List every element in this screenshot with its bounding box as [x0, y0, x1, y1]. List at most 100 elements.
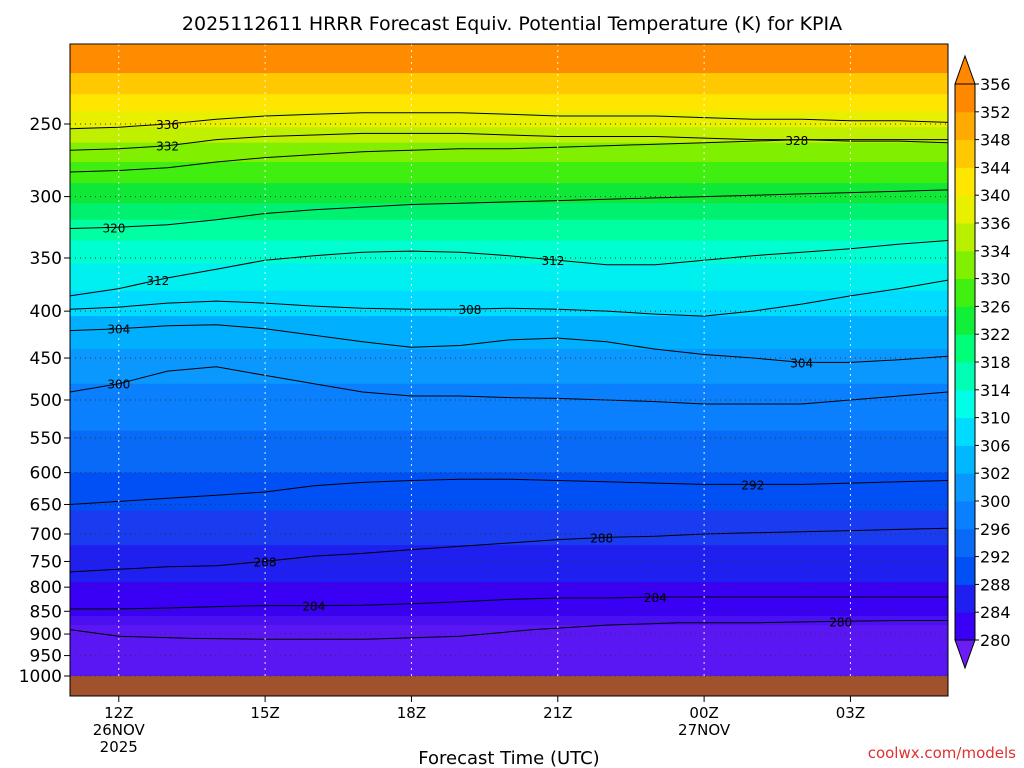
colorbar-bin	[955, 612, 975, 641]
colorbar-label: 348	[980, 131, 1011, 150]
contour-label: 308	[459, 303, 482, 317]
contour-label: 328	[785, 134, 808, 148]
colorbar-label: 356	[980, 75, 1011, 94]
contour-label: 284	[644, 591, 667, 605]
contour-label: 304	[107, 323, 130, 337]
field-band	[70, 44, 948, 75]
colorbar-label: 336	[980, 214, 1011, 233]
colorbar-bin	[955, 445, 975, 474]
x-tick-label: 15Z	[250, 704, 279, 722]
theta-e-color-field	[70, 44, 948, 676]
field-band	[70, 349, 948, 385]
colorbar-label: 302	[980, 464, 1011, 483]
colorbar-bin	[955, 84, 975, 113]
plot-frame	[69, 43, 949, 697]
colorbar-bin	[955, 306, 975, 335]
field-band-lowest	[70, 625, 948, 676]
contour-label: 312	[146, 274, 169, 288]
y-tick-label: 300	[30, 188, 62, 208]
colorbar-label: 296	[980, 520, 1011, 539]
x-tick-label: 21Z	[543, 704, 572, 722]
colorbar-bin	[955, 556, 975, 585]
ground-surface	[70, 676, 948, 696]
colorbar-label: 318	[980, 353, 1011, 372]
field-band	[70, 219, 948, 242]
contour-300	[70, 366, 948, 405]
field-band	[70, 430, 948, 474]
field-band	[70, 510, 948, 547]
colorbar-label: 292	[980, 548, 1011, 567]
y-tick-label: 650	[30, 495, 62, 515]
x-tick-label: 2025	[100, 738, 138, 756]
colorbar-extend-low	[954, 639, 976, 670]
contour-304	[70, 324, 948, 363]
contour-labels: 280 284 284 288 288 292 300 304 304 308 312 312 320 3…	[102, 118, 852, 629]
field-band	[70, 545, 948, 584]
contour-328	[70, 139, 948, 173]
contour-label: 292	[741, 478, 764, 492]
contour-label: 332	[156, 140, 179, 154]
y-tick-label: 400	[30, 302, 62, 322]
field-band	[70, 183, 948, 205]
y-tick-label: 750	[30, 552, 62, 572]
contour-308	[70, 279, 948, 317]
colorbar-bin	[955, 528, 975, 558]
y-tick-label: 550	[30, 429, 62, 449]
colorbar-bin	[955, 195, 975, 224]
field-band	[70, 472, 948, 512]
colorbar-bin	[955, 584, 975, 613]
contour-label: 312	[541, 254, 564, 268]
colorbar-label: 330	[980, 270, 1011, 289]
y-tick-label: 1000	[19, 667, 62, 687]
y-tick-label: 250	[30, 115, 62, 135]
colorbar-bin	[955, 362, 975, 391]
x-tick-label: 27NOV	[678, 721, 731, 739]
y-tick-label: 800	[30, 578, 62, 598]
colorbar-bin	[955, 278, 975, 307]
colorbar-label: 340	[980, 186, 1011, 205]
y-axis: 250 300 350 400 450 500 550 600 650 700 750 800 850 9…	[19, 115, 70, 687]
field-band	[70, 161, 948, 185]
y-tick-label: 350	[30, 249, 62, 269]
y-tick-label: 850	[30, 602, 62, 622]
colorbar: 280 284 288 292 296 300 302 306 310 314 318 322 326 3…	[954, 54, 1011, 670]
colorbar-bin	[955, 139, 975, 168]
contour-292	[70, 478, 948, 505]
contour-284	[70, 596, 948, 610]
contour-336	[70, 112, 948, 130]
colorbar-label: 284	[980, 603, 1011, 622]
colorbar-label: 314	[980, 381, 1011, 400]
x-tick-label: 03Z	[836, 704, 865, 722]
plot-area	[70, 44, 948, 676]
x-tick-label: 00Z	[689, 704, 718, 722]
field-band	[70, 94, 948, 113]
theta-e-contour-lines	[70, 112, 948, 640]
colorbar-bin	[955, 250, 975, 280]
colorbar-bin	[955, 167, 975, 196]
field-band	[70, 142, 948, 163]
field-band	[70, 290, 948, 318]
field-band	[70, 240, 948, 265]
chart-title: 2025112611 HRRR Forecast Equiv. Potentia…	[182, 13, 842, 35]
x-tick-label: 18Z	[397, 704, 426, 722]
contour-label: 280	[829, 615, 852, 629]
y-tick-label: 500	[30, 391, 62, 411]
contour-label: 284	[302, 600, 325, 614]
colorbar-label: 322	[980, 325, 1011, 344]
colorbar-label: 300	[980, 492, 1011, 511]
colorbar-label: 288	[980, 575, 1011, 594]
x-tick-label: 12Z	[104, 704, 133, 722]
colorbar-bin	[955, 111, 975, 141]
contour-288	[70, 527, 948, 573]
field-band	[70, 316, 948, 351]
colorbar-bin	[955, 389, 975, 419]
y-tick-label: 900	[30, 625, 62, 645]
colorbar-extend-high	[954, 54, 976, 85]
colorbar-label: 280	[980, 631, 1011, 650]
contour-label: 288	[254, 555, 277, 569]
colorbar-label: 334	[980, 242, 1011, 261]
contour-label: 304	[790, 356, 813, 370]
colorbar-label: 310	[980, 409, 1011, 428]
colorbar-label: 344	[980, 158, 1011, 177]
